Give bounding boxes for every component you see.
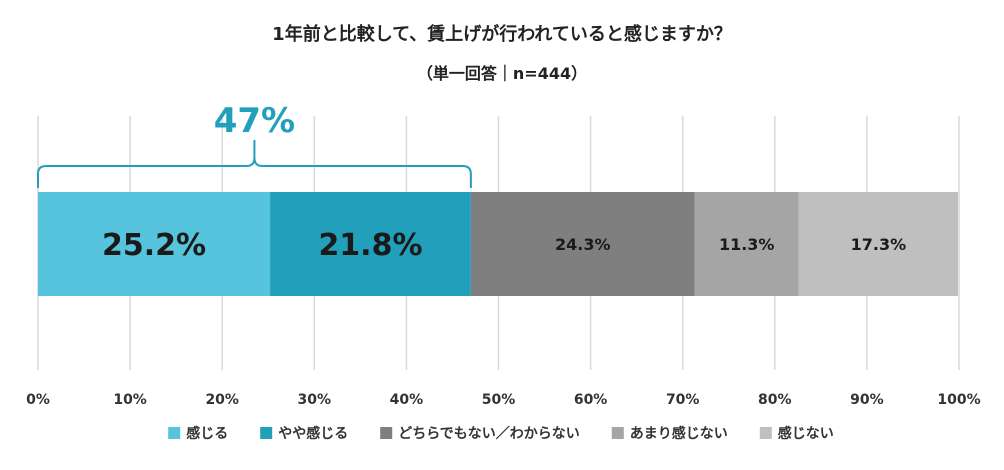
x-tick-label: 80% bbox=[758, 392, 792, 408]
legend-swatch bbox=[380, 427, 393, 439]
legend-swatch bbox=[168, 427, 181, 439]
data-label: 21.8% bbox=[318, 228, 422, 263]
x-tick-label: 90% bbox=[850, 392, 884, 408]
x-tick-label: 60% bbox=[574, 392, 608, 408]
legend-swatch bbox=[759, 427, 772, 439]
legend-label: 感じる bbox=[186, 425, 228, 442]
legend-label: 感じない bbox=[778, 425, 834, 442]
data-label: 11.3% bbox=[719, 235, 775, 254]
bar-segment bbox=[798, 192, 959, 296]
bar-segment bbox=[470, 192, 695, 296]
data-label: 17.3% bbox=[851, 235, 907, 254]
data-label: 25.2% bbox=[102, 228, 206, 263]
bar-segment bbox=[38, 192, 271, 296]
x-tick-label: 100% bbox=[937, 392, 980, 408]
x-tick-label: 50% bbox=[482, 392, 516, 408]
x-tick-label: 10% bbox=[113, 392, 147, 408]
x-tick-label: 20% bbox=[205, 392, 239, 408]
legend-label: あまり感じない bbox=[630, 425, 728, 442]
legend-swatch bbox=[260, 427, 273, 439]
annotation-brace bbox=[37, 140, 472, 188]
x-tick-label: 0% bbox=[26, 392, 50, 408]
data-label: 24.3% bbox=[555, 235, 611, 254]
x-tick-label: 70% bbox=[666, 392, 700, 408]
x-tick-label: 40% bbox=[390, 392, 424, 408]
legend-label: どちらでもない／わからない bbox=[398, 426, 580, 442]
chart-subtitle: （単一回答｜n=444） bbox=[416, 64, 588, 83]
bar-segment bbox=[694, 192, 799, 296]
annotation-label: 47% bbox=[214, 101, 295, 141]
x-tick-label: 30% bbox=[298, 392, 332, 408]
bar-segment bbox=[270, 192, 471, 296]
legend-label: やや感じる bbox=[278, 425, 348, 442]
chart-title: 1年前と比較して、賃上げが行われていると感じますか？ bbox=[272, 24, 732, 45]
legend-swatch bbox=[611, 427, 624, 439]
